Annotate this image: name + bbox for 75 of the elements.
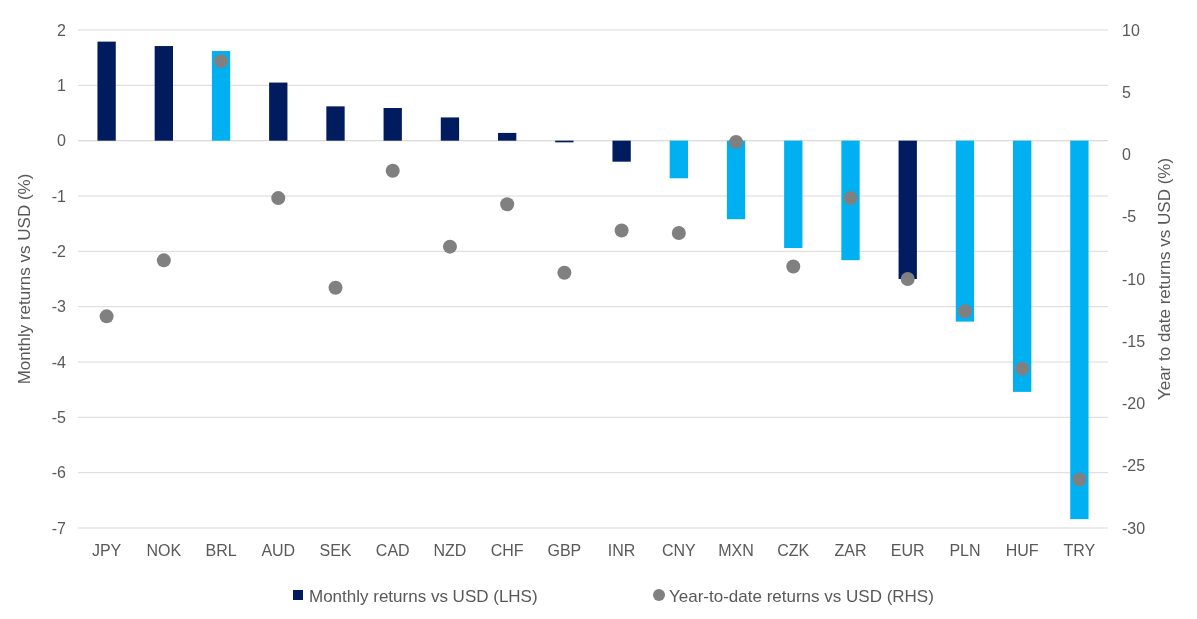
bar xyxy=(669,140,688,179)
y-tick-label: -5 xyxy=(51,408,67,426)
bar xyxy=(784,140,803,249)
point xyxy=(99,309,114,324)
point xyxy=(957,304,972,319)
point xyxy=(786,259,801,274)
bar xyxy=(1070,140,1089,520)
bar xyxy=(154,46,173,141)
point xyxy=(614,223,629,238)
bar xyxy=(1013,140,1032,392)
x-tick-label: JPY xyxy=(91,542,122,559)
point xyxy=(671,225,686,240)
x-tick-label: SEK xyxy=(319,542,352,559)
x-tick-label: ZAR xyxy=(834,542,867,559)
x-tick-label: INR xyxy=(607,542,636,559)
point xyxy=(328,280,343,295)
point xyxy=(156,253,171,268)
x-tick-label: NZD xyxy=(433,542,467,559)
y-tick-label: -7 xyxy=(51,519,67,537)
y-tick-label: 1 xyxy=(57,76,67,94)
x-tick-label: TRY xyxy=(1063,542,1096,559)
bar xyxy=(440,117,460,141)
x-tick-label: AUD xyxy=(261,542,296,559)
y-tick-label: -3 xyxy=(51,298,67,316)
y-tick-label: 0 xyxy=(57,132,67,150)
x-tick-label: CZK xyxy=(777,542,810,559)
y2-tick-label: -10 xyxy=(1122,270,1146,288)
x-tick-label: BRL xyxy=(205,542,237,559)
point xyxy=(843,191,858,206)
y2-tick-label: -15 xyxy=(1122,332,1146,350)
point xyxy=(1015,361,1030,376)
x-tick-label: CNY xyxy=(661,542,697,559)
bar xyxy=(955,140,975,322)
point xyxy=(557,265,572,280)
x-tick-label: CHF xyxy=(490,542,524,559)
legend-label: Monthly returns vs USD (LHS) xyxy=(309,586,538,606)
point xyxy=(500,197,515,212)
x-tick-label: NOK xyxy=(146,542,182,559)
x-tick-label: MXN xyxy=(718,542,754,559)
bar xyxy=(612,140,631,162)
y2-tick-label: 0 xyxy=(1122,146,1131,164)
y2-tick-label: 10 xyxy=(1122,21,1140,39)
y2-tick-label: -5 xyxy=(1122,208,1137,226)
x-tick-label: PLN xyxy=(949,542,981,559)
y-tick-label: -4 xyxy=(51,353,67,371)
y2-tick-label: -30 xyxy=(1122,519,1146,537)
y-tick-label: 2 xyxy=(57,21,67,39)
y2-tick-label: -20 xyxy=(1122,395,1146,413)
y-tick-label: -6 xyxy=(51,464,67,482)
y2-axis-title: Year to date returns vs USD (%) xyxy=(1155,157,1174,401)
bar xyxy=(326,106,345,141)
y2-tick-label: 5 xyxy=(1122,83,1131,101)
point xyxy=(442,239,457,254)
bar xyxy=(269,82,288,141)
point xyxy=(385,163,400,178)
x-tick-label: GBP xyxy=(547,542,582,559)
bar xyxy=(898,140,917,279)
point xyxy=(1072,472,1087,487)
y-tick-label: -1 xyxy=(51,187,67,205)
bar xyxy=(841,140,860,261)
point xyxy=(271,191,286,206)
x-tick-label: CAD xyxy=(375,542,410,559)
bar xyxy=(383,108,402,141)
x-tick-label: EUR xyxy=(890,542,925,559)
y2-tick-label: -25 xyxy=(1122,457,1146,475)
point xyxy=(729,135,744,150)
y-axis-title: Monthly returns vs USD (%) xyxy=(15,173,34,385)
x-tick-label: HUF xyxy=(1005,542,1039,559)
bar xyxy=(97,41,116,141)
point xyxy=(900,272,915,286)
y-tick-label: -2 xyxy=(51,242,67,260)
bar xyxy=(726,140,746,220)
point xyxy=(214,54,229,69)
legend-label: Year-to-date returns vs USD (RHS) xyxy=(669,586,934,606)
bar xyxy=(498,132,517,141)
